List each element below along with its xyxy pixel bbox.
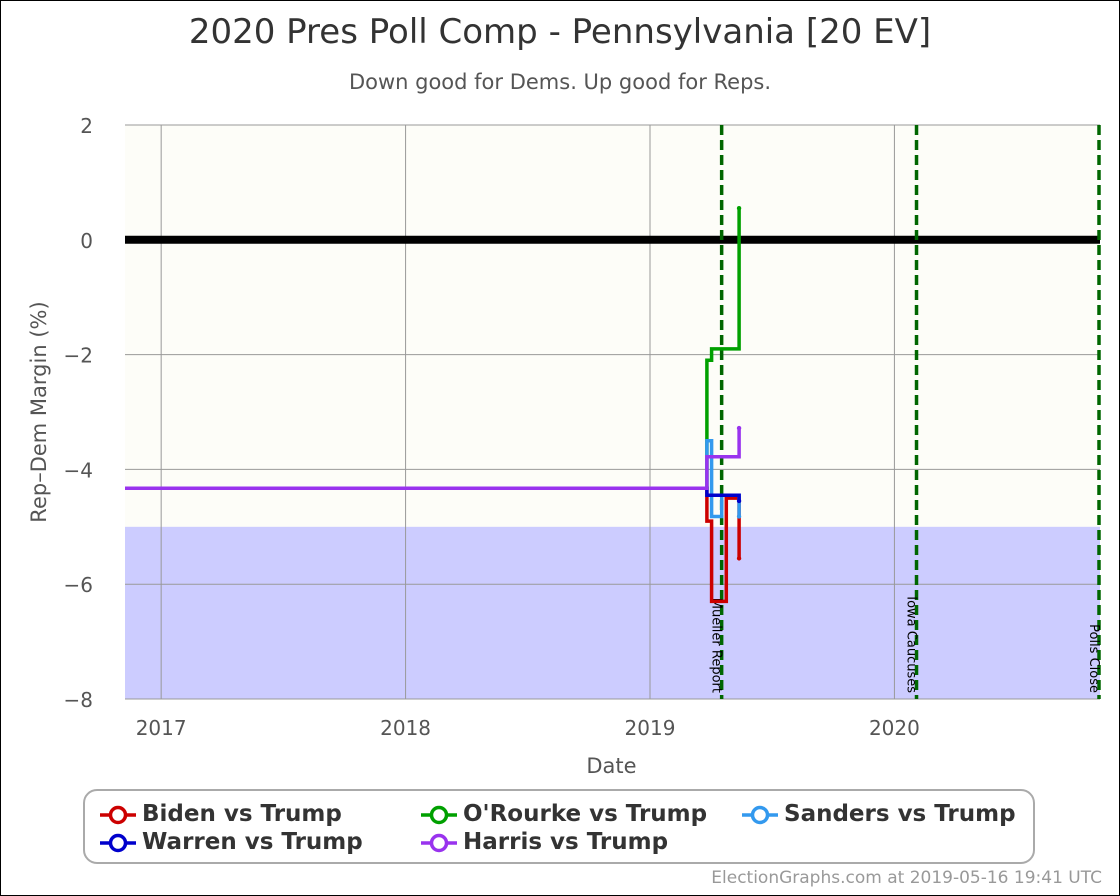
chart-title: 2020 Pres Poll Comp - Pennsylvania [20 E…	[188, 12, 932, 52]
series-line	[125, 428, 741, 491]
legend-label: Harris vs Trump	[463, 829, 669, 855]
event-label: Polls Close	[1086, 624, 1101, 693]
y-tick-label: −4	[64, 458, 93, 482]
x-tick-label: 2017	[136, 716, 187, 740]
legend-marker-icon	[421, 833, 457, 853]
x-tick-label: 2020	[869, 716, 920, 740]
y-tick-label: 2	[80, 114, 93, 138]
legend-marker-icon	[742, 805, 778, 825]
legend-label: Biden vs Trump	[142, 801, 342, 827]
chart-subtitle: Down good for Dems. Up good for Reps.	[348, 70, 772, 94]
legend-label: Sanders vs Trump	[784, 801, 1016, 827]
series-end-point	[736, 425, 742, 431]
chart-legend: Biden vs Trump O'Rourke vs Trump Sanders v…	[83, 789, 1035, 864]
series-end-point	[736, 498, 742, 504]
series-end-point	[736, 514, 742, 519]
y-tick-label: −6	[64, 573, 93, 597]
y-tick-label: −2	[64, 344, 93, 368]
x-axis-label: Date	[586, 754, 636, 778]
y-tick-label: −8	[64, 688, 93, 712]
legend-label: Warren vs Trump	[142, 829, 363, 855]
y-tick-label: 0	[80, 229, 93, 253]
x-tick-label: 2018	[380, 716, 431, 740]
legend-label: O'Rourke vs Trump	[463, 801, 708, 827]
legend-marker-icon	[421, 805, 457, 825]
series-end-point	[736, 206, 742, 211]
shaded-band	[125, 526, 1100, 699]
legend-marker-icon	[100, 833, 136, 853]
x-tick-label: 2019	[625, 716, 676, 740]
y-axis-label: Rep–Dem Margin (%)	[27, 301, 51, 522]
event-label: Iowa Caucuses	[904, 596, 919, 693]
series-line	[125, 486, 741, 604]
event-label: Mueller Report	[709, 598, 724, 693]
footer-credit: ElectionGraphs.com at 2019-05-16 19:41 U…	[711, 868, 1102, 888]
series-end-point	[736, 556, 742, 561]
legend-marker-icon	[100, 805, 136, 825]
